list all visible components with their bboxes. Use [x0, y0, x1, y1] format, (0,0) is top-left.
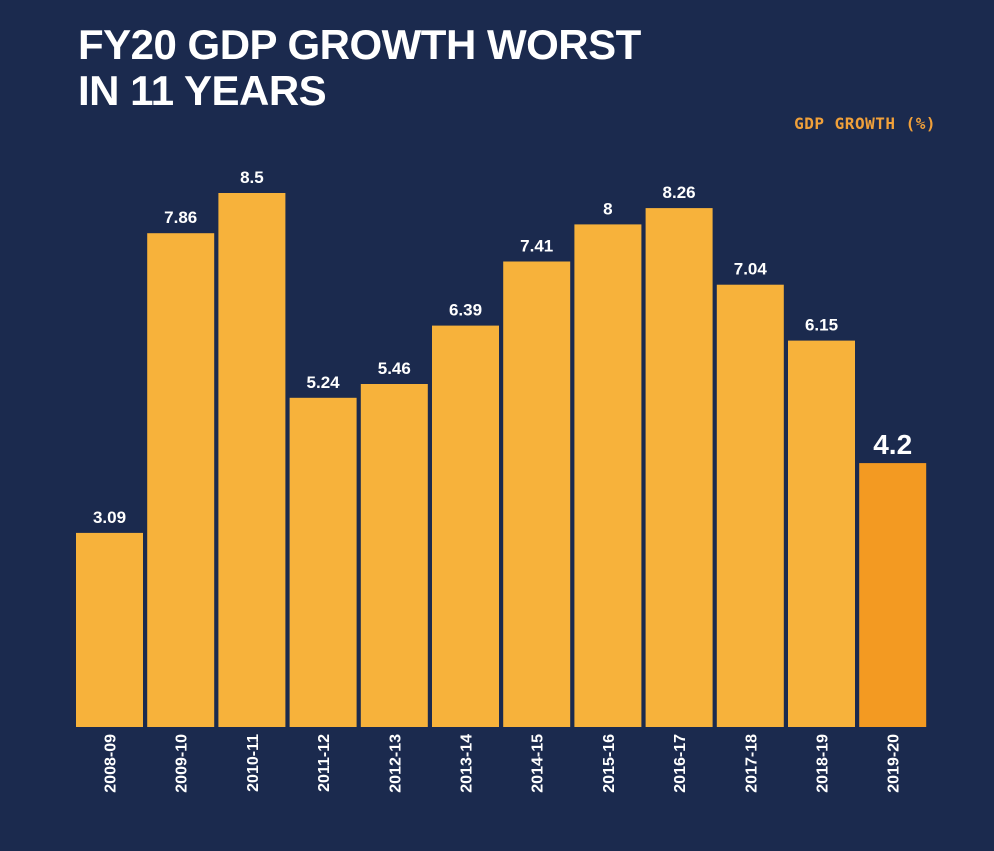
bar-2013-14	[432, 325, 499, 727]
bar-2009-10	[147, 233, 215, 727]
value-label-2011-12: 5.24	[307, 373, 341, 392]
value-label-2010-11: 8.5	[240, 168, 264, 187]
value-label-2019-20: 4.2	[873, 429, 912, 460]
bar-2015-16	[574, 224, 642, 727]
bar-2010-11	[218, 193, 286, 727]
x-tick-label-2018-19: 2018-19	[815, 734, 832, 793]
value-label-2016-17: 8.26	[663, 183, 696, 202]
bar-2014-15	[503, 261, 571, 727]
value-label-2015-16: 8	[603, 199, 612, 218]
bar-2011-12	[289, 397, 357, 727]
x-tick-label-2015-16: 2015-16	[601, 734, 618, 793]
x-tick-label-2013-14: 2013-14	[459, 734, 476, 793]
x-tick-label-2017-18: 2017-18	[743, 734, 760, 793]
bar-2017-18	[716, 284, 784, 727]
value-label-2014-15: 7.41	[520, 237, 553, 256]
bar-2018-19	[788, 340, 855, 727]
x-tick-label-2014-15: 2014-15	[530, 734, 547, 793]
bar-2008-09	[76, 532, 143, 727]
x-tick-label-2019-20: 2019-20	[886, 734, 903, 793]
value-label-2013-14: 6.39	[449, 301, 482, 320]
chart-title: FY20 GDP GROWTH WORST IN 11 YEARS	[78, 22, 641, 114]
x-tick-label-2010-11: 2010-11	[245, 734, 262, 792]
chart-title-line-1: FY20 GDP GROWTH WORST	[78, 21, 641, 68]
x-tick-label-2016-17: 2016-17	[672, 734, 689, 793]
x-tick-label-2011-12: 2011-12	[316, 734, 333, 792]
x-tick-label-2008-09: 2008-09	[103, 734, 120, 793]
value-label-2012-13: 5.46	[378, 359, 411, 378]
bar-2019-20	[859, 463, 927, 727]
bar-2012-13	[360, 384, 428, 727]
series-label: GDP GROWTH (%)	[794, 114, 936, 133]
x-tick-label-2009-10: 2009-10	[174, 734, 191, 793]
value-label-2018-19: 6.15	[805, 316, 838, 335]
x-tick-label-2012-13: 2012-13	[387, 734, 404, 793]
bar-2016-17	[645, 208, 713, 728]
value-label-2017-18: 7.04	[734, 260, 768, 279]
value-label-2009-10: 7.86	[164, 208, 197, 227]
value-label-2008-09: 3.09	[93, 508, 126, 527]
chart-title-line-2: IN 11 YEARS	[78, 67, 327, 114]
